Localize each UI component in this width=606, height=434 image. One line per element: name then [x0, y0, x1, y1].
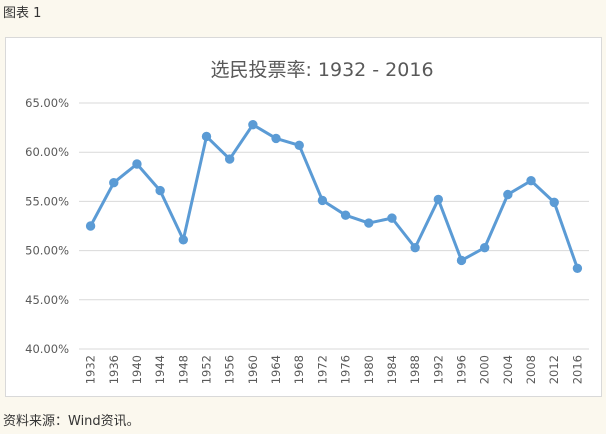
data-point	[364, 218, 374, 228]
x-tick-label: 1980	[362, 355, 376, 384]
data-point	[503, 189, 513, 200]
x-tick-label: 1964	[269, 355, 283, 384]
data-point	[526, 176, 536, 186]
series-line	[89, 123, 579, 270]
x-tick-label: 1960	[246, 355, 260, 384]
data-point	[317, 195, 328, 206]
y-tick-label: 55.00%	[25, 194, 69, 208]
x-tick-label: 1988	[408, 355, 422, 384]
x-tick-label: 1956	[223, 355, 237, 384]
x-tick-label: 1932	[84, 355, 98, 384]
y-tick-label: 60.00%	[25, 145, 69, 159]
x-tick-label: 1976	[339, 355, 353, 384]
x-tick-label: 1984	[385, 355, 399, 384]
data-point	[132, 159, 142, 169]
chart-container: 选民投票率: 1932 - 2016 40.00% 45.00% 50.00% 55.…	[5, 37, 602, 397]
data-point	[224, 154, 235, 164]
data-point	[456, 255, 467, 266]
series-markers	[85, 119, 583, 274]
data-point	[549, 197, 559, 208]
x-tick-label: 1936	[107, 355, 121, 384]
x-tick-label: 2016	[570, 355, 584, 384]
data-point	[155, 185, 165, 196]
x-tick-label: 1940	[130, 355, 144, 384]
x-tick-label: 2008	[524, 355, 538, 384]
line-chart: 选民投票率: 1932 - 2016 40.00% 45.00% 50.00% 55.…	[25, 59, 589, 384]
x-tick-label: 1992	[431, 355, 445, 384]
gridlines	[79, 102, 589, 350]
data-point	[109, 178, 119, 188]
y-tick-label: 65.00%	[25, 96, 69, 110]
x-tick-label: 1972	[315, 355, 329, 384]
x-tick-label: 1968	[292, 355, 306, 384]
x-tick-label: 1952	[200, 355, 214, 384]
x-tick-label: 2000	[478, 355, 492, 384]
data-point	[340, 210, 351, 220]
source-note: 资料来源：Wind资讯。	[3, 414, 140, 429]
x-tick-label: 2012	[547, 355, 561, 384]
chart-title: 选民投票率: 1932 - 2016	[210, 59, 433, 81]
y-tick-label: 45.00%	[25, 293, 69, 307]
data-point	[178, 235, 189, 245]
y-axis-ticks: 40.00% 45.00% 50.00% 55.00% 60.00% 65.00%	[25, 96, 69, 356]
data-point	[479, 242, 490, 253]
data-point	[294, 140, 304, 151]
x-tick-label: 1948	[176, 355, 190, 384]
data-point	[410, 242, 420, 253]
x-axis-ticks: 1932 1936 1940 1944 1948 1952 1956 1960 1964 1968…	[84, 355, 585, 384]
data-point	[85, 221, 96, 231]
series-line-layer	[89, 123, 579, 270]
y-tick-label: 50.00%	[25, 244, 69, 258]
data-point	[433, 194, 444, 205]
figure-label: 图表 1	[3, 6, 42, 21]
data-point	[271, 133, 281, 144]
x-tick-label: 1944	[153, 355, 167, 384]
data-point	[387, 213, 397, 223]
data-point	[201, 131, 212, 142]
x-tick-label: 1996	[455, 355, 469, 384]
data-point	[248, 119, 258, 130]
y-tick-label: 40.00%	[25, 342, 69, 356]
data-point	[572, 263, 583, 274]
x-tick-label: 2004	[501, 355, 515, 384]
